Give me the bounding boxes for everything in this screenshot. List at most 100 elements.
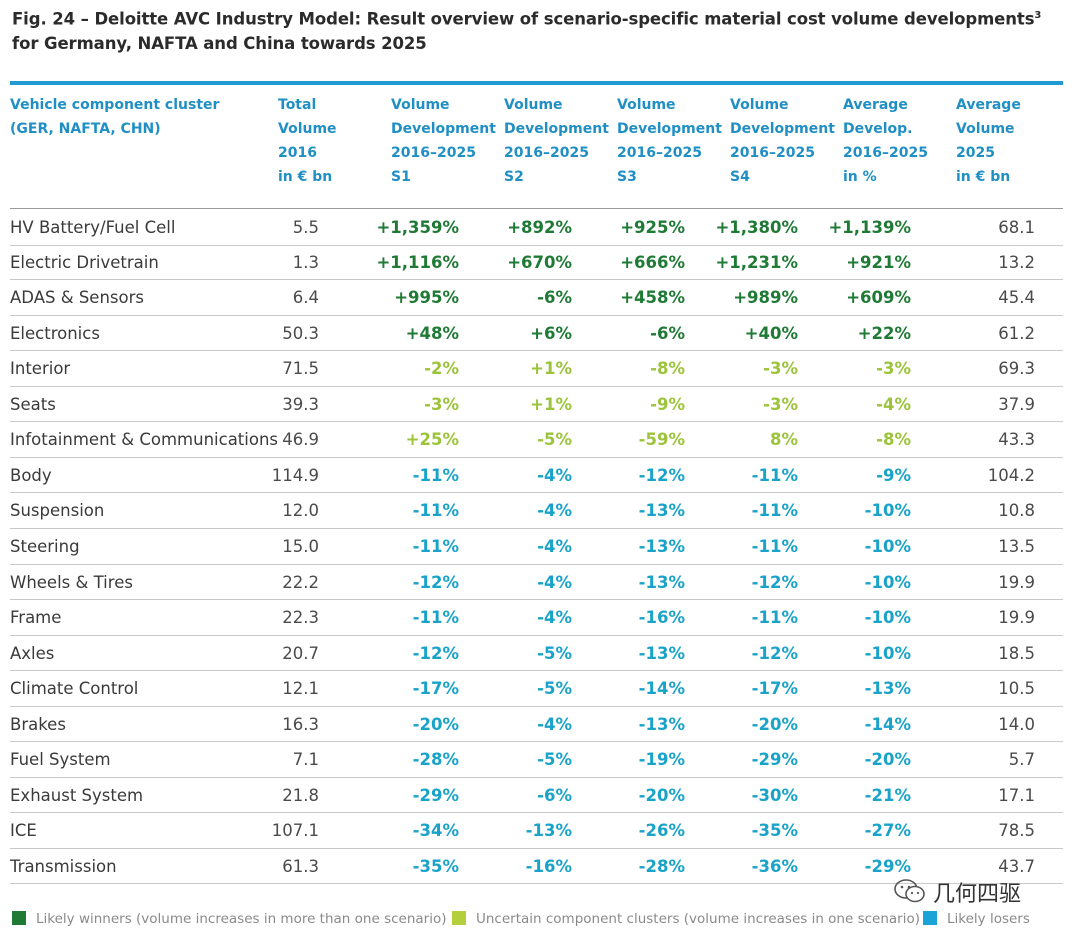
header-total-volume: Total Volume 2016 in € bn [278, 97, 337, 185]
total-volume-2016: 15.0 [282, 536, 319, 556]
dev-s3: -9% [650, 394, 685, 414]
cluster-name: Electronics [10, 323, 100, 343]
dev-s3: -13% [638, 536, 685, 556]
cluster-name: ICE [10, 821, 37, 841]
avg-development: -27% [864, 821, 911, 841]
total-volume-2016: 71.5 [282, 359, 319, 379]
dev-s3: +458% [620, 288, 685, 308]
dev-s2: -4% [537, 572, 572, 592]
avg-volume-2025: 68.1 [998, 218, 1035, 237]
watermark: 几何四驱 [893, 876, 1022, 907]
dev-s1: +995% [394, 288, 459, 308]
total-volume-2016: 12.1 [282, 679, 319, 699]
avg-volume-2025: 61.2 [998, 323, 1035, 343]
dev-s2: -13% [525, 821, 572, 841]
legend-winners-label: Likely winners (volume increases in more… [36, 911, 447, 927]
dev-s1: -11% [412, 501, 459, 521]
dev-s1: -28% [412, 750, 459, 770]
avg-volume-2025: 69.3 [998, 359, 1035, 379]
legend-losers-label: Likely losers [947, 911, 1030, 927]
dev-s4: -12% [751, 572, 798, 592]
avg-development: -8% [876, 430, 911, 450]
dev-s1: -11% [412, 536, 459, 556]
dev-s3: -28% [638, 856, 685, 876]
table-top-bar [10, 81, 1063, 85]
table-row: Electronics 50.3 +48% +6% -6% +40% +22% 61.2 [10, 315, 1063, 352]
avg-volume-2025: 10.8 [998, 501, 1035, 521]
dev-s3: +925% [620, 218, 685, 237]
dev-s1: -12% [412, 643, 459, 663]
dev-s4: +1,380% [715, 218, 798, 237]
dev-s2: -4% [537, 536, 572, 556]
table-row: Interior 71.5 -2% +1% -8% -3% -3% 69.3 [10, 350, 1063, 387]
header-avg-development: Average Develop. 2016–2025 in % [843, 97, 928, 185]
header-s4: Volume Development 2016–2025 S4 [730, 97, 835, 185]
avg-development: +1,139% [828, 218, 911, 237]
total-volume-2016: 114.9 [271, 465, 319, 485]
table-row: Infotainment & Communications 46.9 +25% -5%… [10, 421, 1063, 458]
dev-s2: +892% [507, 218, 572, 237]
dev-s1: -34% [412, 821, 459, 841]
header-s3: Volume Development 2016–2025 S3 [617, 97, 722, 185]
table-row: ICE 107.1 -34% -13% -26% -35% -27% 78.5 [10, 812, 1063, 849]
table-row: Climate Control 12.1 -17% -5% -14% -17% -13% 10… [10, 670, 1063, 707]
total-volume-2016: 21.8 [282, 785, 319, 805]
dev-s2: -5% [537, 643, 572, 663]
avg-volume-2025: 13.5 [998, 536, 1035, 556]
table-row: Frame 22.3 -11% -4% -16% -11% -10% 19.9 [10, 599, 1063, 636]
cluster-name: Fuel System [10, 750, 111, 770]
dev-s4: -35% [751, 821, 798, 841]
avg-development: +22% [857, 323, 911, 343]
dev-s3: -6% [650, 323, 685, 343]
dev-s2: -4% [537, 501, 572, 521]
header-s1: Volume Development 2016–2025 S1 [391, 97, 496, 185]
dev-s1: -12% [412, 572, 459, 592]
avg-development: -4% [876, 394, 911, 414]
header-s2: Volume Development 2016–2025 S2 [504, 97, 609, 185]
total-volume-2016: 1.3 [292, 252, 319, 272]
total-volume-2016: 22.3 [282, 608, 319, 628]
total-volume-2016: 12.0 [282, 501, 319, 521]
dev-s4: +989% [733, 288, 798, 308]
avg-volume-2025: 78.5 [998, 821, 1035, 841]
dev-s2: -16% [525, 856, 572, 876]
dev-s2: -5% [537, 750, 572, 770]
dev-s4: -17% [751, 679, 798, 699]
table-row: Electric Drivetrain 1.3 +1,116% +670% +666% +… [10, 244, 1063, 281]
watermark-text: 几何四驱 [933, 882, 1022, 907]
dev-s1: -3% [424, 394, 459, 414]
cluster-name: ADAS & Sensors [10, 288, 144, 308]
avg-volume-2025: 37.9 [998, 394, 1035, 414]
avg-volume-2025: 10.5 [998, 679, 1035, 699]
figure-title: Fig. 24 – Deloitte AVC Industry Model: R… [12, 4, 1062, 56]
table-row: Wheels & Tires 22.2 -12% -4% -13% -12% -10% 19.… [10, 564, 1063, 601]
dev-s1: -35% [412, 856, 459, 876]
dev-s1: -2% [424, 359, 459, 379]
avg-development: -9% [876, 465, 911, 485]
avg-volume-2025: 13.2 [998, 252, 1035, 272]
avg-development: -20% [864, 750, 911, 770]
cluster-name: Electric Drivetrain [10, 252, 159, 272]
total-volume-2016: 16.3 [282, 714, 319, 734]
avg-development: +921% [846, 252, 911, 272]
dev-s1: -11% [412, 608, 459, 628]
table-row: Body 114.9 -11% -4% -12% -11% -9% 104.2 [10, 457, 1063, 494]
avg-development: -29% [864, 856, 911, 876]
avg-volume-2025: 17.1 [998, 785, 1035, 805]
dev-s3: -59% [638, 430, 685, 450]
cluster-name: Exhaust System [10, 785, 144, 805]
cluster-name: Infotainment & Communications [10, 430, 279, 450]
table-row: ADAS & Sensors 6.4 +995% -6% +458% +989% +609%… [10, 279, 1063, 316]
table-row: Suspension 12.0 -11% -4% -13% -11% -10% 10.8 [10, 492, 1063, 529]
avg-development: -10% [864, 536, 911, 556]
dev-s3: -12% [638, 465, 685, 485]
avg-volume-2025: 14.0 [998, 714, 1035, 734]
dev-s3: -13% [638, 501, 685, 521]
dev-s3: -8% [650, 359, 685, 379]
table-row: HV Battery/Fuel Cell 5.5 +1,359% +892% +925%… [10, 208, 1063, 246]
dev-s4: -30% [751, 785, 798, 805]
dev-s4: -11% [751, 465, 798, 485]
footnote-marker: 3 [1034, 10, 1042, 21]
cluster-name: Wheels & Tires [10, 572, 133, 592]
legend-uncertain-label: Uncertain component clusters (volume inc… [476, 911, 921, 927]
